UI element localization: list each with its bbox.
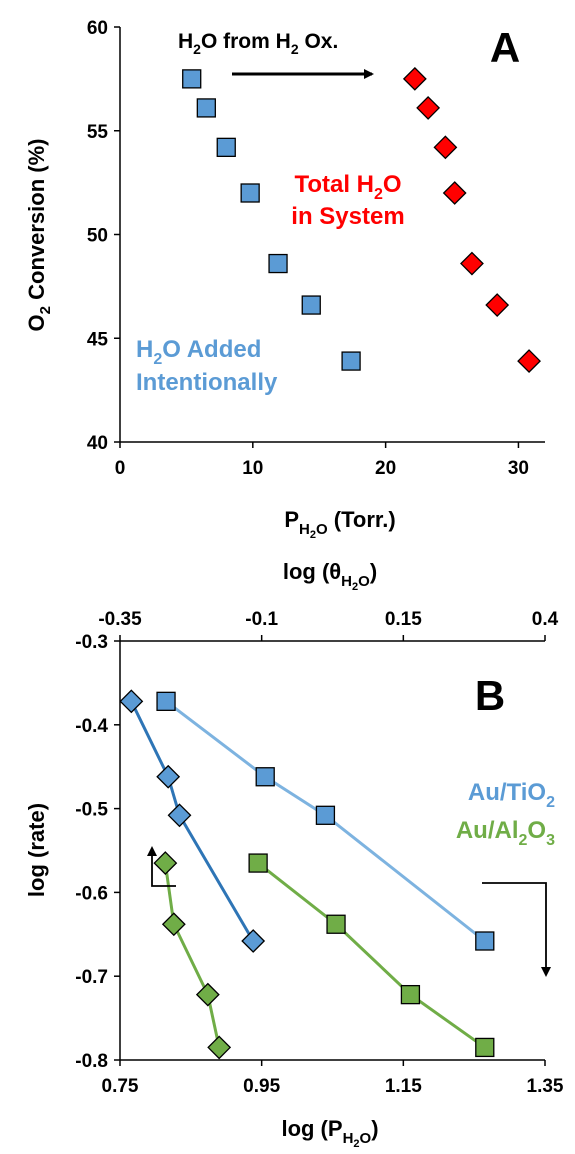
data-point-added xyxy=(301,295,321,315)
data-point-total xyxy=(433,135,458,160)
panel-a-y-axis-label: O2 Conversion (%) xyxy=(24,139,54,332)
data-point xyxy=(315,805,336,825)
top-x-tick-label: -0.1 xyxy=(245,609,278,630)
y-tick-label: 40 xyxy=(87,433,108,454)
data-point xyxy=(156,764,181,789)
data-point xyxy=(475,1037,495,1058)
data-point xyxy=(195,982,220,1007)
x-tick-label: 30 xyxy=(508,458,529,479)
data-point xyxy=(161,912,186,937)
top-x-tick-label: 0.15 xyxy=(385,609,422,630)
annotation-h2o-added: H2O Added xyxy=(136,336,261,368)
data-point-total xyxy=(416,96,441,120)
panel-b-y-ticks: -0.8 -0.7 -0.6 -0.5 -0.4 -0.3 xyxy=(75,632,120,1072)
panel-a-label: A xyxy=(490,24,520,71)
data-point xyxy=(119,689,144,714)
x-tick-label: 0.75 xyxy=(102,1076,139,1097)
data-point-added xyxy=(240,183,260,203)
y-tick-label: -0.3 xyxy=(75,632,108,653)
x-tick-label: 20 xyxy=(375,458,396,479)
series-line xyxy=(257,861,486,1049)
data-point-added xyxy=(341,351,361,371)
data-point-added xyxy=(196,98,216,118)
data-point-total xyxy=(485,293,510,317)
y-tick-label: 50 xyxy=(87,226,108,247)
series-line xyxy=(163,862,221,1048)
top-axis-indicator-arrow xyxy=(147,846,176,887)
top-x-tick-label: -0.35 xyxy=(98,609,142,630)
x-tick-label: 1.15 xyxy=(385,1076,422,1097)
legend-au-tio2: Au/TiO2 xyxy=(468,779,555,811)
data-point-total xyxy=(517,349,541,373)
data-point-total xyxy=(442,181,467,205)
data-point-added xyxy=(268,253,288,274)
data-point xyxy=(475,931,495,951)
panel-b-x-axis-label: log (PH2O) xyxy=(281,1116,378,1150)
annotation-total-h2o: Total H2O xyxy=(294,171,401,203)
series-line xyxy=(165,700,486,943)
panel-b-axes xyxy=(119,640,545,1061)
panel-a-x-ticks: 0 10 20 30 xyxy=(115,442,529,479)
data-point xyxy=(167,803,192,828)
data-point xyxy=(156,691,176,711)
x-tick-label: 0 xyxy=(115,458,126,479)
data-point xyxy=(255,767,275,787)
y-tick-label: 60 xyxy=(87,18,108,39)
x-tick-label: 10 xyxy=(242,458,263,479)
bottom-axis-indicator-arrow xyxy=(482,882,551,977)
data-point xyxy=(241,929,266,953)
data-point-total xyxy=(460,251,484,276)
y-tick-label: -0.4 xyxy=(75,716,108,737)
panel-b-top-axis-label: log (θH2O) xyxy=(283,559,377,593)
x-tick-label: 1.35 xyxy=(527,1076,564,1097)
annotation-h2o-from-h2-ox: H2O from H2 Ox. xyxy=(178,30,338,57)
y-tick-label: 45 xyxy=(87,329,109,350)
data-point xyxy=(153,851,178,875)
y-tick-label: -0.8 xyxy=(75,1051,108,1072)
data-point xyxy=(248,853,268,873)
y-tick-label: 55 xyxy=(87,122,109,143)
panel-a: 40 45 50 55 60 0 10 20 30 O2 Conversion (%) PH2… xyxy=(24,18,545,541)
panel-a-y-ticks: 40 45 50 55 60 xyxy=(87,18,120,454)
series-line xyxy=(129,700,255,942)
data-point-total xyxy=(402,66,427,91)
y-tick-label: -0.7 xyxy=(75,967,108,988)
panel-b-label: B xyxy=(475,672,505,719)
y-tick-label: -0.6 xyxy=(75,883,108,904)
panel-b-x-ticks: 0.75 0.95 1.15 1.35 xyxy=(102,1060,564,1097)
legend-au-al2o3: Au/Al2O3 xyxy=(456,817,555,849)
x-tick-label: 0.95 xyxy=(243,1076,280,1097)
panel-b-fit-lines xyxy=(129,700,486,1049)
data-point xyxy=(400,984,421,1005)
data-point-added xyxy=(216,137,236,158)
panel-b-points xyxy=(119,689,495,1060)
panel-b-y-axis-label: log (rate) xyxy=(24,803,49,897)
annotation-intentionally: Intentionally xyxy=(136,369,278,396)
panel-a-x-axis-label: PH2O (Torr.) xyxy=(284,507,395,541)
y-tick-label: -0.5 xyxy=(75,800,108,821)
data-point xyxy=(326,914,346,934)
data-point-added xyxy=(182,69,202,89)
panel-a-points xyxy=(182,66,541,373)
panel-b: -0.8 -0.7 -0.6 -0.5 -0.4 -0.3 0.75 0.95 1.15 1.3… xyxy=(24,559,564,1150)
panel-b-top-x-ticks: -0.35 -0.1 0.15 0.4 xyxy=(98,609,559,641)
top-x-tick-label: 0.4 xyxy=(532,609,559,630)
annotation-in-system: in System xyxy=(291,203,404,230)
data-point xyxy=(207,1035,232,1060)
